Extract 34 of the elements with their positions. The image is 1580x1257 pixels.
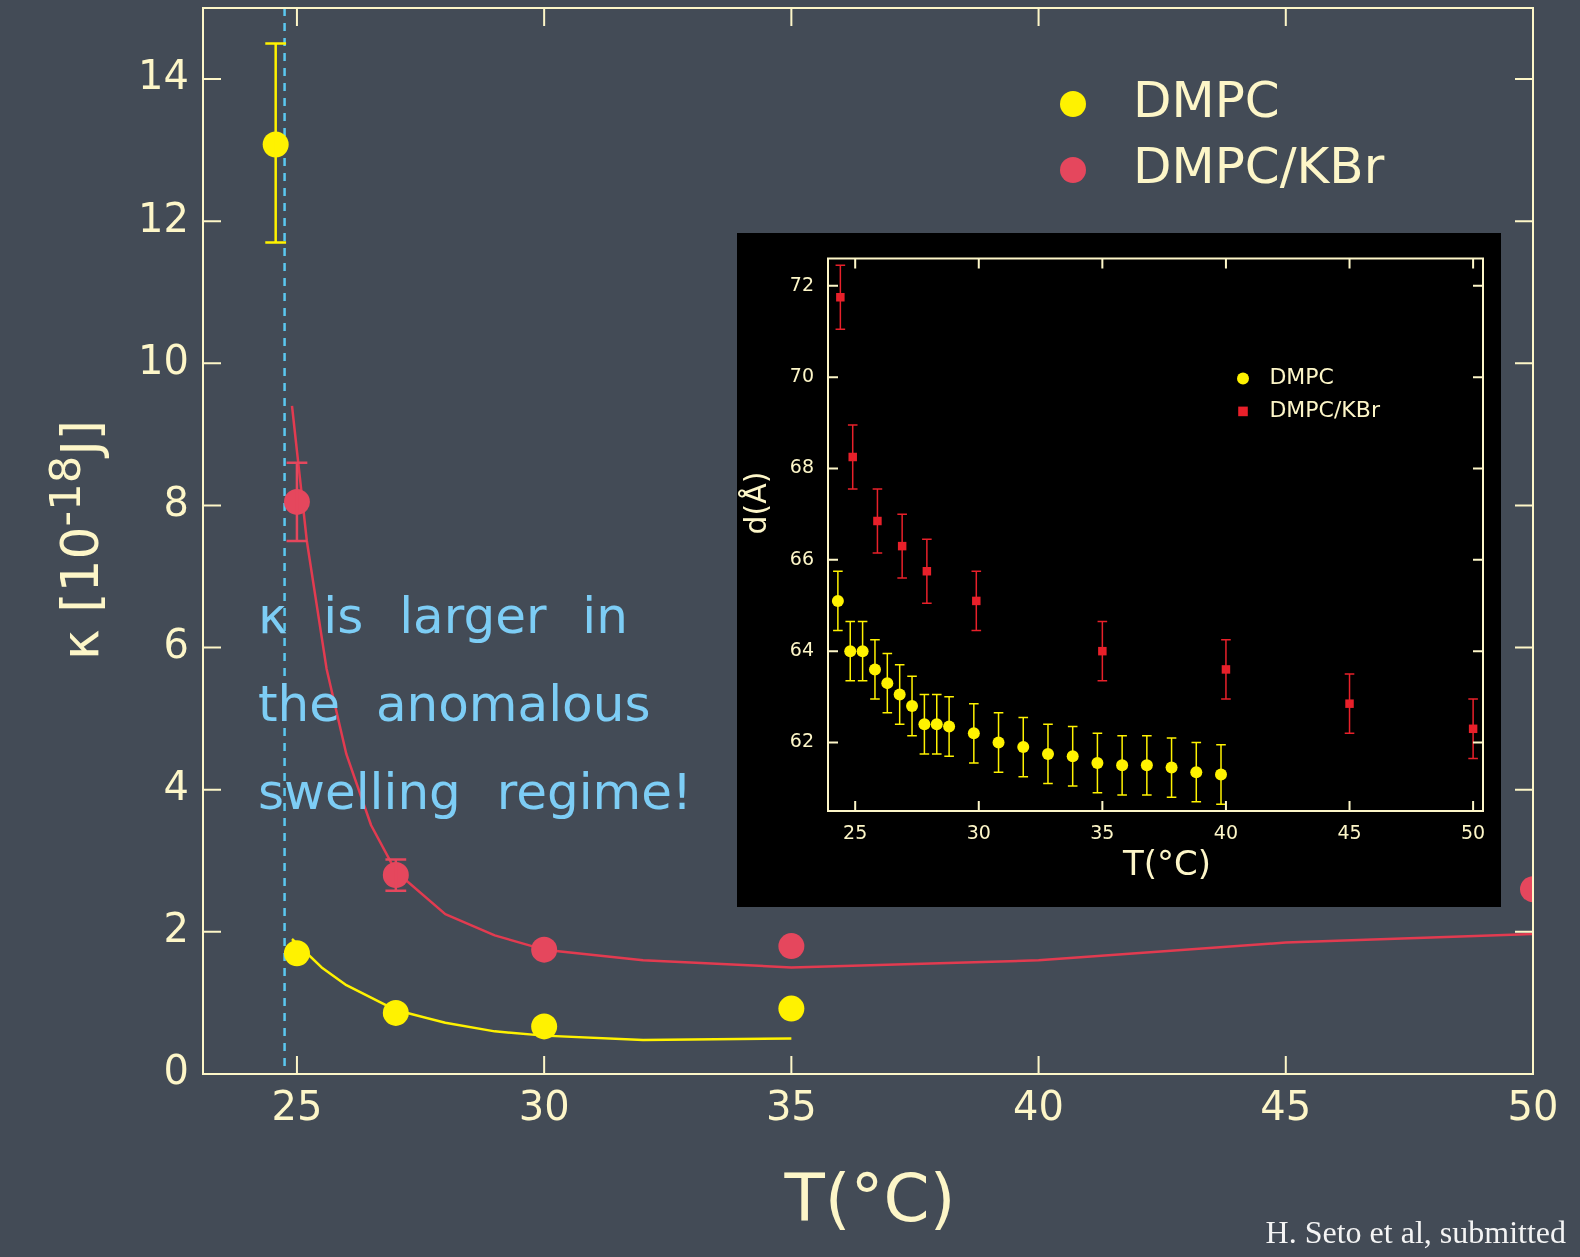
y-tick-label: 66 (789, 546, 814, 569)
y-tick-label: 70 (789, 364, 814, 387)
y-tick-label: 10 (138, 336, 189, 383)
legend-label: DMPC/KBr (1133, 136, 1385, 195)
legend-label: DMPC/KBr (1269, 397, 1381, 423)
y-tick-label: 0 (163, 1047, 189, 1094)
y-axis-title: d(Å) (737, 471, 773, 535)
y-tick-label: 4 (163, 763, 189, 810)
x-tick-label: 30 (518, 1083, 570, 1130)
x-tick-label: 25 (843, 821, 868, 844)
x-tick-label: 40 (1013, 1083, 1065, 1130)
y-tick-label: 6 (163, 620, 189, 667)
x-tick-label: 45 (1337, 821, 1362, 844)
legend-label: DMPC (1133, 70, 1280, 129)
y-tick-label: 62 (789, 729, 814, 752)
y-tick-label: 14 (138, 52, 189, 99)
x-tick-label: 35 (1090, 821, 1115, 844)
x-tick-label: 50 (1507, 1083, 1559, 1130)
y-tick-label: 72 (789, 272, 814, 295)
y-tick-label: 8 (163, 478, 189, 525)
x-tick-label: 25 (271, 1083, 323, 1130)
x-tick-label: 50 (1461, 821, 1486, 844)
y-tick-label: 68 (789, 455, 814, 478)
x-axis-title: T(°C) (1121, 843, 1212, 883)
legend-label: DMPC (1269, 364, 1334, 390)
text: H. Seto et al, submitted (1265, 1214, 1566, 1251)
x-tick-label: 45 (1260, 1083, 1312, 1130)
x-tick-label: 35 (765, 1083, 817, 1130)
x-tick-label: 40 (1213, 821, 1239, 844)
x-axis-title: T(°C) (783, 1160, 957, 1237)
y-tick-label: 2 (163, 905, 189, 952)
x-tick-label: 30 (966, 821, 991, 844)
y-tick-label: 12 (138, 194, 189, 241)
y-tick-label: 64 (789, 638, 814, 661)
